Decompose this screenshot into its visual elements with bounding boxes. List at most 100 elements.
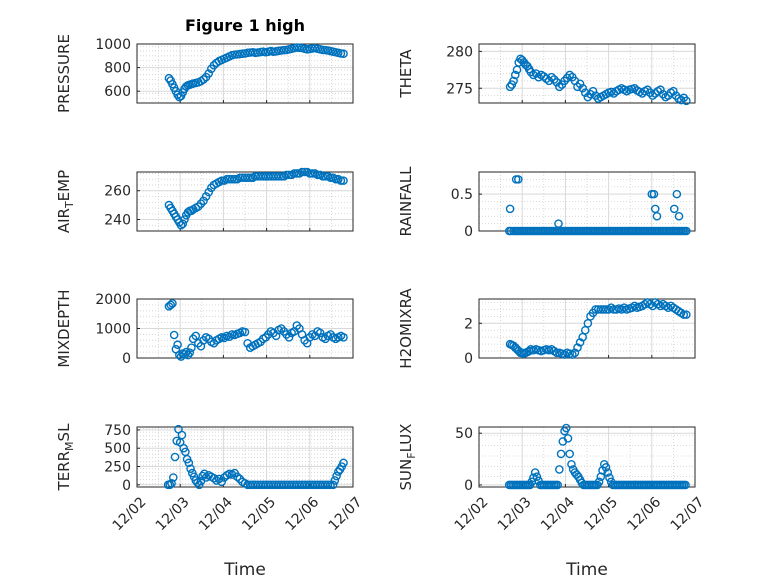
- data-point: [510, 70, 520, 80]
- y-axis-label-tail: SL: [55, 423, 73, 442]
- y-axis-label: RAINFALL: [397, 166, 415, 237]
- axes-border: [478, 298, 696, 359]
- data-point: [575, 79, 585, 89]
- y-tick-label: 0: [122, 478, 131, 494]
- data-point: [328, 480, 338, 490]
- y-tick-label: 250: [104, 460, 131, 476]
- data-point: [554, 219, 563, 228]
- data-point: [555, 82, 564, 92]
- data-point: [567, 459, 576, 469]
- y-tick-label: 800: [104, 61, 131, 77]
- y-axis-label: THETA: [397, 49, 415, 99]
- data-point: [565, 449, 575, 459]
- y-axis-label: PRESSURE: [55, 34, 73, 113]
- y-axis-label: MIXDEPTH: [55, 289, 73, 367]
- data-point: [674, 211, 684, 221]
- data-point: [243, 173, 252, 183]
- y-axis-label-sub: M: [63, 441, 76, 451]
- data-point: [282, 170, 291, 180]
- data-point: [167, 479, 176, 488]
- data-point: [180, 350, 189, 359]
- y-axis-label: SUNFLUX: [397, 424, 418, 491]
- data-point: [649, 189, 659, 199]
- data-point: [552, 348, 562, 358]
- data-point: [204, 69, 214, 78]
- y-axis-label: TERRMSL: [55, 423, 76, 492]
- data-point: [339, 49, 348, 58]
- data-point: [274, 172, 283, 181]
- y-tick-label: 50: [455, 426, 473, 442]
- data-point: [331, 174, 341, 184]
- data-point: [204, 187, 214, 197]
- data-point: [201, 192, 211, 201]
- y-axis-label-main: SUN: [397, 459, 415, 491]
- data-point: [514, 175, 523, 184]
- y-tick-label: 275: [446, 81, 473, 97]
- y-tick-label: 0: [464, 478, 473, 494]
- data-point: [230, 174, 239, 184]
- data-point: [682, 96, 691, 106]
- data-point: [289, 169, 299, 178]
- data-point: [168, 299, 177, 308]
- data-point: [284, 333, 294, 342]
- y-tick-label: 280: [446, 44, 473, 60]
- y-axis-label-main: AIR: [55, 208, 73, 233]
- data-point: [339, 458, 348, 468]
- data-point: [165, 480, 175, 490]
- data-point: [556, 449, 566, 459]
- data-point: [177, 430, 187, 440]
- data-point: [315, 328, 325, 338]
- x-axis-label: Time: [565, 560, 608, 580]
- data-point: [245, 173, 255, 183]
- y-tick-label: 2000: [95, 292, 131, 308]
- data-point: [180, 215, 189, 224]
- data-point: [217, 176, 226, 185]
- data-point: [652, 211, 662, 221]
- data-point: [561, 423, 571, 433]
- data-point: [563, 434, 573, 443]
- data-point: [672, 189, 682, 199]
- data-point: [532, 472, 542, 481]
- data-point: [601, 463, 611, 472]
- data-point: [682, 310, 691, 319]
- data-point: [534, 72, 543, 82]
- data-point: [330, 476, 340, 485]
- data-point: [184, 458, 194, 468]
- data-point: [505, 204, 515, 214]
- data-point: [292, 169, 302, 178]
- data-point: [169, 330, 179, 340]
- y-axis-label-main: PRESSURE: [55, 34, 73, 113]
- data-point: [305, 169, 315, 178]
- y-axis-label-tail: EMP: [55, 170, 73, 201]
- data-point: [313, 170, 322, 180]
- data-point: [232, 472, 242, 482]
- data-point: [603, 468, 613, 477]
- y-axis-label-sub: T: [63, 201, 76, 209]
- y-tick-label: 2: [464, 316, 473, 332]
- data-point: [509, 76, 518, 86]
- data-point: [308, 169, 317, 178]
- y-axis-label-main: H2OMIXRA: [397, 288, 415, 369]
- data-point: [318, 172, 328, 181]
- h2omixra-subplot: 0 2 H2OMIXRA: [397, 288, 696, 369]
- data-point: [191, 331, 201, 341]
- data-point: [339, 333, 348, 342]
- data-point: [332, 471, 341, 481]
- data-point: [565, 70, 575, 80]
- data-point: [219, 333, 229, 343]
- air-temp-subplot: 240 260 AIRTEMP: [55, 167, 354, 233]
- data-point: [300, 167, 309, 177]
- data-point: [187, 343, 196, 352]
- data-point: [594, 477, 604, 487]
- data-point: [240, 327, 250, 337]
- y-tick-label: 0: [464, 351, 473, 367]
- data-point: [676, 95, 686, 105]
- data-point: [669, 204, 679, 214]
- data-point: [578, 83, 587, 93]
- axes-border: [136, 171, 354, 232]
- y-tick-label: 1000: [95, 322, 131, 338]
- data-point: [185, 348, 195, 357]
- data-point: [656, 85, 665, 95]
- data-point: [679, 310, 689, 319]
